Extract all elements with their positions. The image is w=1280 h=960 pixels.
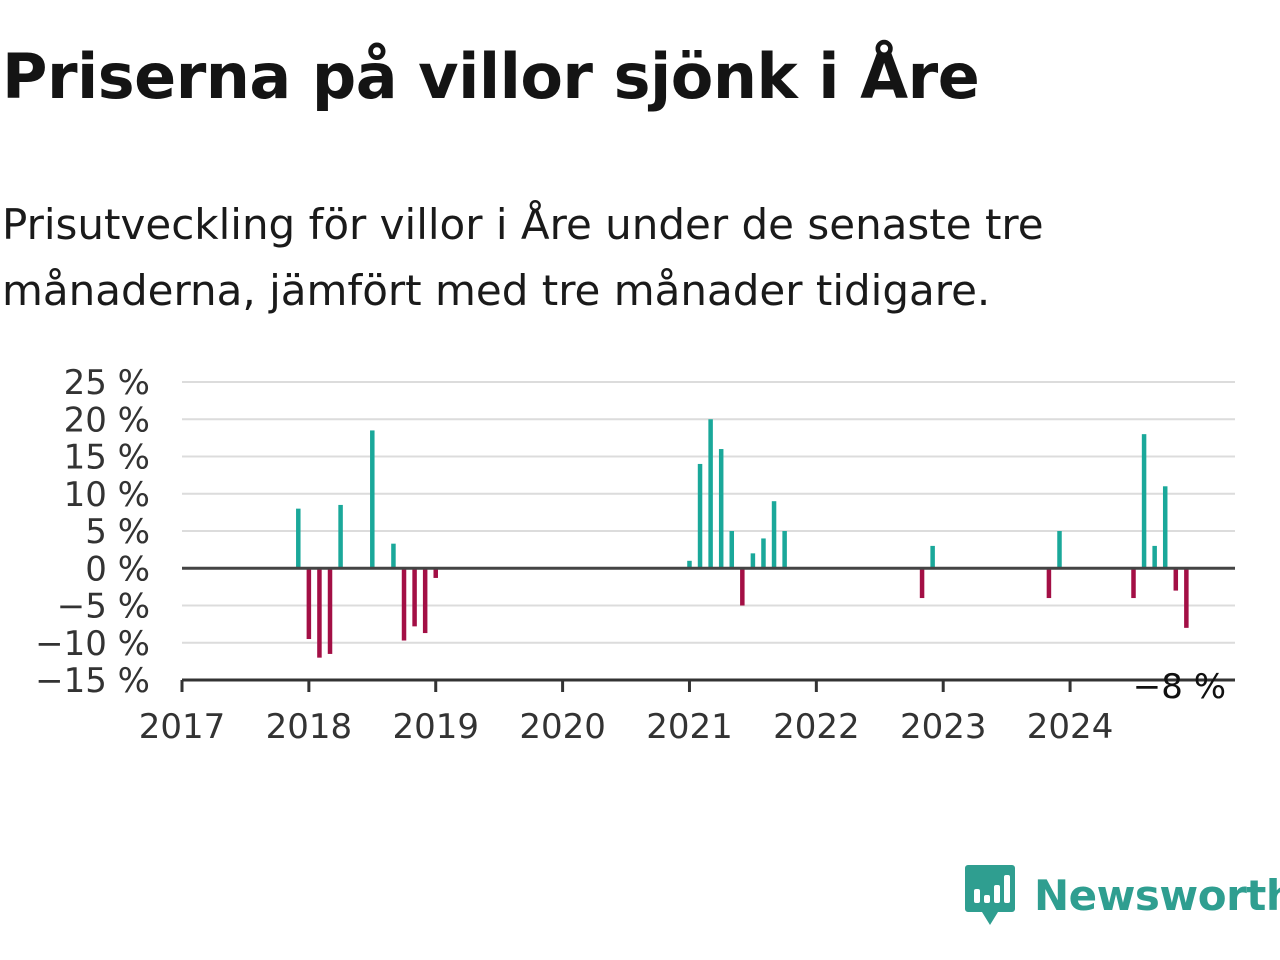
newsworthy-logo-icon xyxy=(965,865,1015,925)
y-tick-label: 20 % xyxy=(64,400,150,440)
bar xyxy=(930,545,935,569)
bar-chart: 25 %20 %15 %10 %5 %0 %−5 %−10 %−15 % 201… xyxy=(35,363,1235,747)
bar xyxy=(782,531,787,569)
bar xyxy=(370,430,375,569)
bar xyxy=(1173,568,1179,591)
bar xyxy=(306,568,312,640)
x-tick-label: 2023 xyxy=(900,707,987,747)
bar xyxy=(422,568,428,634)
bar xyxy=(1184,568,1189,628)
x-tick-label: 2022 xyxy=(773,707,860,747)
x-tick-label: 2019 xyxy=(392,707,479,747)
y-tick-label: 25 % xyxy=(64,363,150,403)
y-tick-label: 10 % xyxy=(64,475,150,515)
bar xyxy=(729,531,735,569)
last-value-label: −8 % xyxy=(1133,667,1226,707)
bar xyxy=(750,553,756,569)
bar xyxy=(1152,545,1157,569)
bars xyxy=(296,419,1189,658)
y-tick-label: −15 % xyxy=(35,661,150,701)
bar xyxy=(317,568,322,658)
bar xyxy=(412,568,417,627)
chart-title: Priserna på villor sjönk i Åre xyxy=(2,40,980,113)
bar xyxy=(697,463,703,569)
bar xyxy=(1162,486,1168,569)
bar xyxy=(391,543,396,569)
x-tick-label: 2018 xyxy=(266,707,353,747)
bar xyxy=(433,568,438,578)
bar xyxy=(401,568,407,641)
bar xyxy=(718,449,724,569)
bar xyxy=(761,538,766,569)
bar xyxy=(771,501,777,569)
data-labels: −8 % xyxy=(1133,667,1226,707)
x-tick-label: 2024 xyxy=(1027,707,1114,747)
bar xyxy=(708,419,713,569)
y-tick-label: 5 % xyxy=(85,512,150,552)
y-tick-label: −10 % xyxy=(35,624,150,664)
y-axis-ticks: 25 %20 %15 %10 %5 %0 %−5 %−10 %−15 % xyxy=(35,363,150,701)
y-tick-label: 15 % xyxy=(64,438,150,478)
x-axis xyxy=(180,566,1235,692)
x-tick-label: 2021 xyxy=(646,707,733,747)
bar xyxy=(327,568,333,654)
x-tick-label: 2020 xyxy=(519,707,606,747)
chart-subtitle: Prisutveckling för villor i Åre under de… xyxy=(2,200,1044,315)
bar xyxy=(1046,568,1052,599)
x-axis-ticks: 2017 2018 2019 2020 2021 2022 2023 2024 xyxy=(139,707,1114,747)
bar xyxy=(296,508,301,569)
bar xyxy=(687,560,692,569)
bar xyxy=(338,504,343,569)
bar xyxy=(740,568,745,606)
bar xyxy=(1131,568,1136,599)
x-tick-label: 2017 xyxy=(139,707,226,747)
bar xyxy=(1057,531,1062,569)
bar xyxy=(919,568,925,599)
y-tick-label: 0 % xyxy=(85,549,150,589)
brand-name: Newsworthy xyxy=(1034,870,1280,920)
bar xyxy=(1141,434,1147,569)
brand-logo: Newsworthy xyxy=(964,862,1280,928)
y-tick-label: −5 % xyxy=(57,587,150,627)
